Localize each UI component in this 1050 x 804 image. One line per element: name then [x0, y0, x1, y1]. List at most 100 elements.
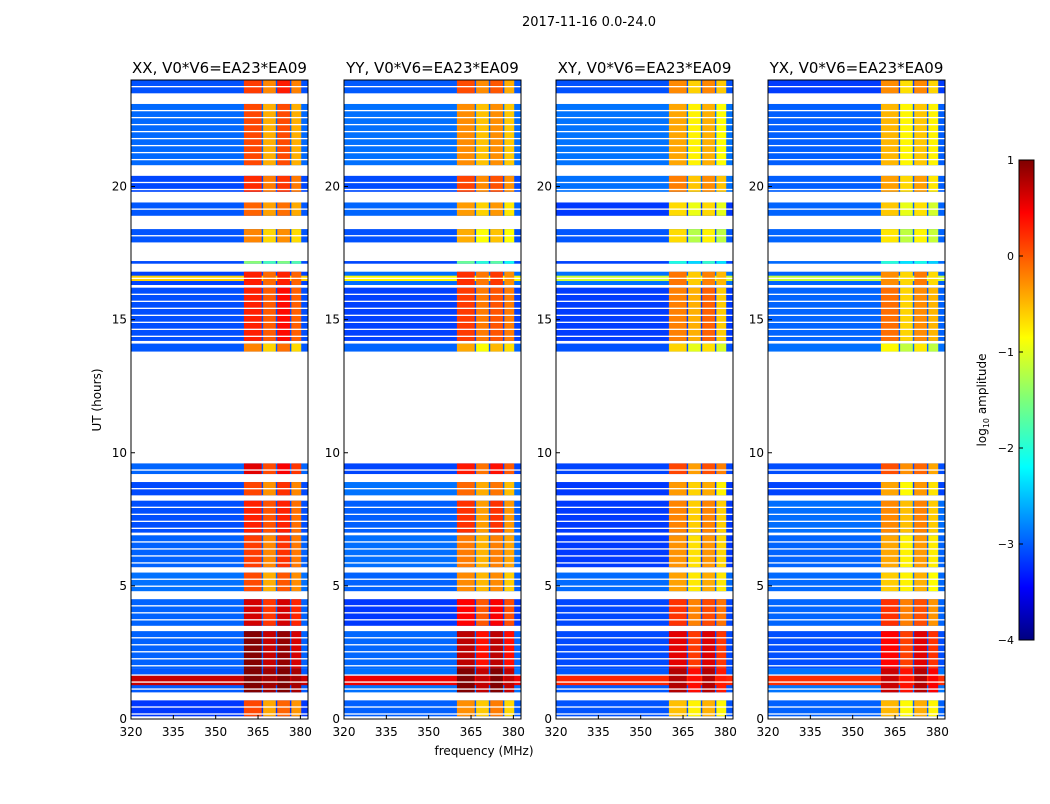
flag-line [344, 307, 521, 309]
heatmap-cell-rfi [291, 103, 302, 166]
heatmap-cell-rfi [291, 700, 302, 717]
heatmap-cell-rfi [900, 700, 913, 717]
heatmap-cell-rfi [688, 175, 701, 192]
flag-line [556, 300, 733, 302]
heatmap-cell-rfi [277, 535, 290, 568]
heatmap-cell-rfi [277, 500, 290, 533]
flag-line [556, 144, 733, 147]
heatmap-cell-rfi [456, 535, 475, 568]
flag-line [556, 235, 733, 237]
heatmap-cell-rfi [277, 700, 290, 717]
flag-line [768, 321, 945, 323]
flag-line [344, 555, 521, 557]
heatmap-cell-rfi [914, 103, 927, 166]
flag-line [131, 116, 308, 119]
heatmap-cell-rfi [476, 103, 489, 166]
heatmap-cell-rfi [490, 287, 503, 341]
flag-line [556, 208, 733, 210]
heatmap-cell-rfi [928, 175, 939, 192]
flag-line [131, 328, 308, 330]
x-tick-label: 350 [417, 725, 440, 739]
flag-line [131, 681, 308, 683]
heatmap-cell-rfi [291, 287, 302, 341]
flag-line [131, 293, 308, 295]
flag-line [131, 578, 308, 580]
flag-line [768, 188, 945, 191]
heatmap-cell-rfi [277, 287, 290, 341]
flag-line [556, 488, 733, 490]
heatmap-cell-rfi [880, 261, 899, 264]
heatmap-cell-rfi [668, 535, 687, 568]
heatmap-cell-rfi [504, 343, 515, 352]
colorbar-tick-label: 0 [1007, 250, 1014, 263]
heatmap-cell-rfi [263, 287, 276, 341]
flag-line [131, 562, 308, 564]
flag-line [131, 555, 308, 557]
heatmap-cell-rfi [668, 103, 687, 166]
flag-line [768, 181, 945, 184]
x-tick-label: 335 [587, 725, 610, 739]
flag-line [768, 688, 945, 690]
heatmap-cell-rfi [716, 668, 727, 693]
heatmap-cell-background [344, 343, 521, 352]
heatmap-cell-rfi [456, 572, 475, 592]
flag-line [131, 674, 308, 676]
flag-line [556, 123, 733, 126]
flag-line [556, 469, 733, 471]
flag-line [131, 321, 308, 323]
heatmap-cell-rfi [277, 463, 290, 475]
flag-line [344, 188, 521, 191]
heatmap-cell-rfi [243, 535, 262, 568]
panel-frame [343, 79, 522, 720]
heatmap-cell-rfi [928, 572, 939, 592]
heatmap-cell-rfi [688, 343, 701, 352]
heatmap-cell-rfi [476, 500, 489, 533]
heatmap-cell-rfi [490, 535, 503, 568]
flag-line [556, 130, 733, 133]
x-tick-label: 365 [460, 725, 483, 739]
heatmap-cell-rfi [702, 343, 715, 352]
panel-2: XY, V0*V6=EA23*EA09 320 335 350 365 380 0 5 10 15… [537, 59, 737, 739]
flag-line [131, 137, 308, 140]
x-tick-label: 365 [884, 725, 907, 739]
heatmap-cell-rfi [688, 668, 701, 693]
heatmap-cell-rfi [688, 287, 701, 341]
heatmap-cell-rfi [456, 343, 475, 352]
heatmap-cell-rfi [490, 700, 503, 717]
flag-line [131, 548, 308, 550]
flag-line [344, 688, 521, 690]
heatmap-cell-rfi [702, 500, 715, 533]
heatmap-cell-rfi [504, 631, 515, 669]
heatmap-cell-rfi [880, 175, 899, 192]
figure-title: 2017-11-16 0.0-24.0 [522, 15, 656, 30]
flag-line [768, 86, 945, 88]
flag-line [131, 585, 308, 587]
heatmap-cell-rfi [716, 261, 727, 264]
heatmap-cell-rfi [490, 103, 503, 166]
flag-line [344, 665, 521, 667]
y-tick-label: 15 [749, 313, 764, 327]
heatmap-cell-background [556, 261, 733, 264]
y-tick-label: 5 [119, 579, 127, 593]
heatmap-cell-rfi [668, 261, 687, 264]
heatmap-cell-rfi [263, 700, 276, 717]
flag-line [344, 314, 521, 316]
heatmap-cell-rfi [928, 631, 939, 669]
flag-line [768, 658, 945, 660]
flag-line [556, 181, 733, 184]
heatmap-cell-rfi [702, 535, 715, 568]
flag-line [768, 605, 945, 607]
flag-line [344, 585, 521, 587]
flag-line [344, 527, 521, 529]
flag-line [768, 235, 945, 237]
flag-line [131, 513, 308, 515]
heatmap-cell-rfi [243, 700, 262, 717]
colorbar-tick-label: 1 [1007, 154, 1014, 167]
heatmap-cell-rfi [263, 343, 276, 352]
heatmap-cell-rfi [476, 572, 489, 592]
y-tick-label: 20 [325, 180, 340, 194]
heatmap-cell-rfi [490, 668, 503, 693]
heatmap-cell-rfi [914, 500, 927, 533]
flag-line [344, 605, 521, 607]
flag-line [768, 665, 945, 667]
